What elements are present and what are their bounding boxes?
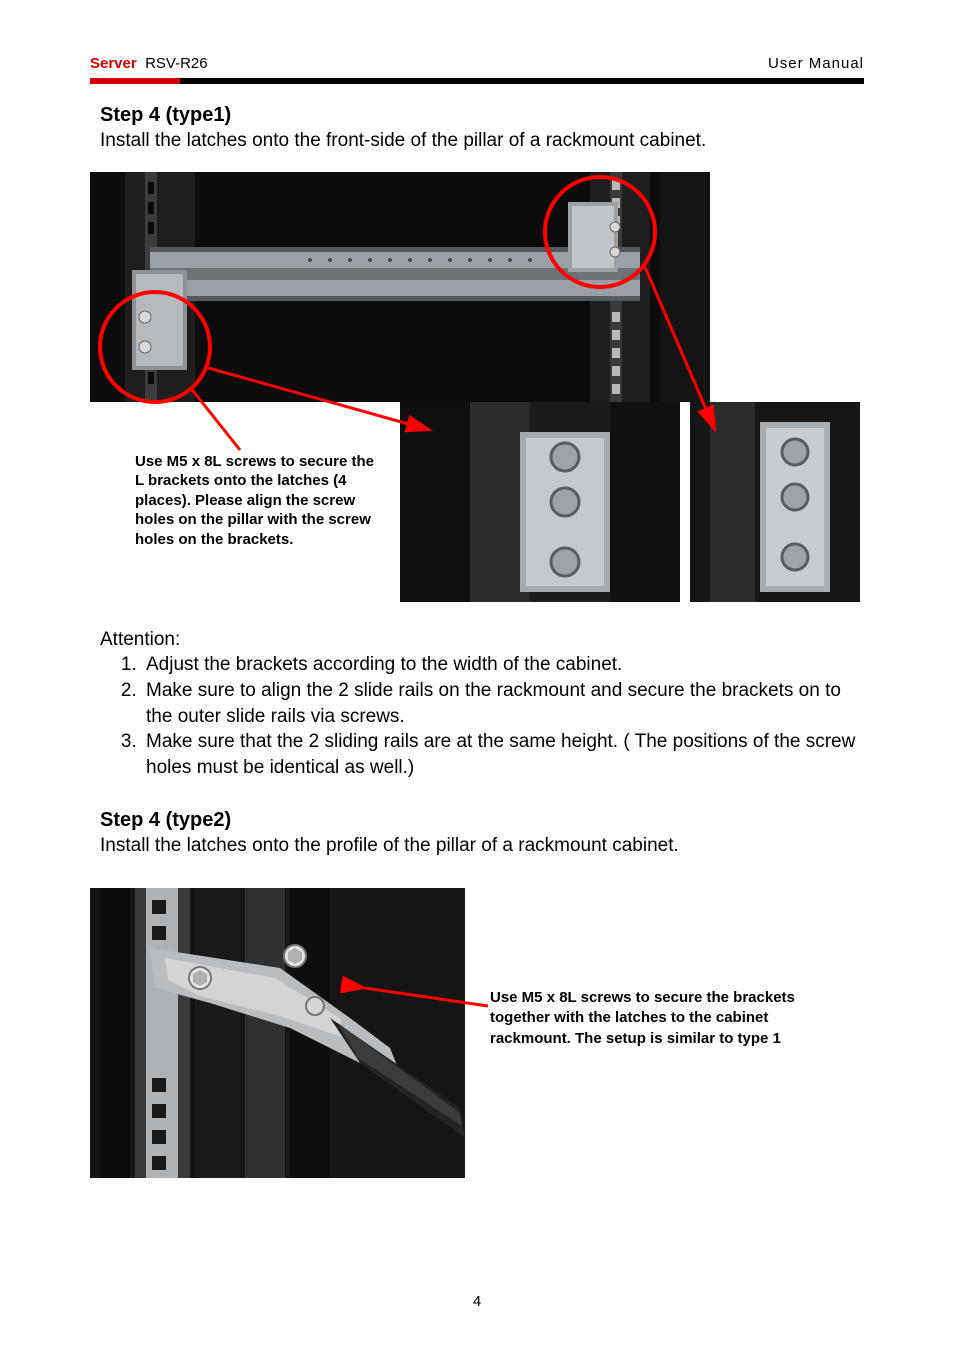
- attention-item: Make sure to align the 2 slide rails on …: [142, 678, 864, 729]
- header-left: Server RSV-R26: [90, 55, 208, 72]
- attention-item: Adjust the brackets according to the wid…: [142, 652, 864, 678]
- step4-type2-desc: Install the latches onto the profile of …: [100, 834, 864, 859]
- photo-profile-pillar: [90, 888, 465, 1178]
- figure-step4-type1: Use M5 x 8L screws to secure the L brack…: [90, 172, 860, 602]
- photo-bracket-closeup-left: [400, 402, 680, 602]
- header-doc-type: User Manual: [768, 55, 864, 72]
- figure2-callout: Use M5 x 8L screws to secure the bracket…: [490, 988, 835, 1049]
- attention-list: Adjust the brackets according to the wid…: [100, 652, 864, 780]
- figure1-callout: Use M5 x 8L screws to secure the L brack…: [135, 452, 385, 550]
- step4-type1-title: Step 4 (type1): [100, 104, 864, 127]
- page-header: Server RSV-R26 User Manual: [90, 55, 864, 76]
- step4-type2-title: Step 4 (type2): [100, 809, 864, 832]
- page-number: 4: [0, 1293, 954, 1310]
- attention-label: Attention:: [100, 627, 864, 653]
- figure-step4-type2: Use M5 x 8L screws to secure the bracket…: [90, 888, 860, 1188]
- header-rule: [90, 78, 864, 84]
- step4-type1-desc: Install the latches onto the front-side …: [100, 129, 864, 154]
- attention-block: Attention: Adjust the brackets according…: [100, 627, 864, 781]
- photo-rail-installed: [90, 172, 710, 402]
- header-rule-accent: [90, 78, 180, 84]
- header-brand: Server: [90, 55, 137, 72]
- photo-bracket-closeup-right: [690, 402, 860, 602]
- attention-item: Make sure that the 2 sliding rails are a…: [142, 729, 864, 780]
